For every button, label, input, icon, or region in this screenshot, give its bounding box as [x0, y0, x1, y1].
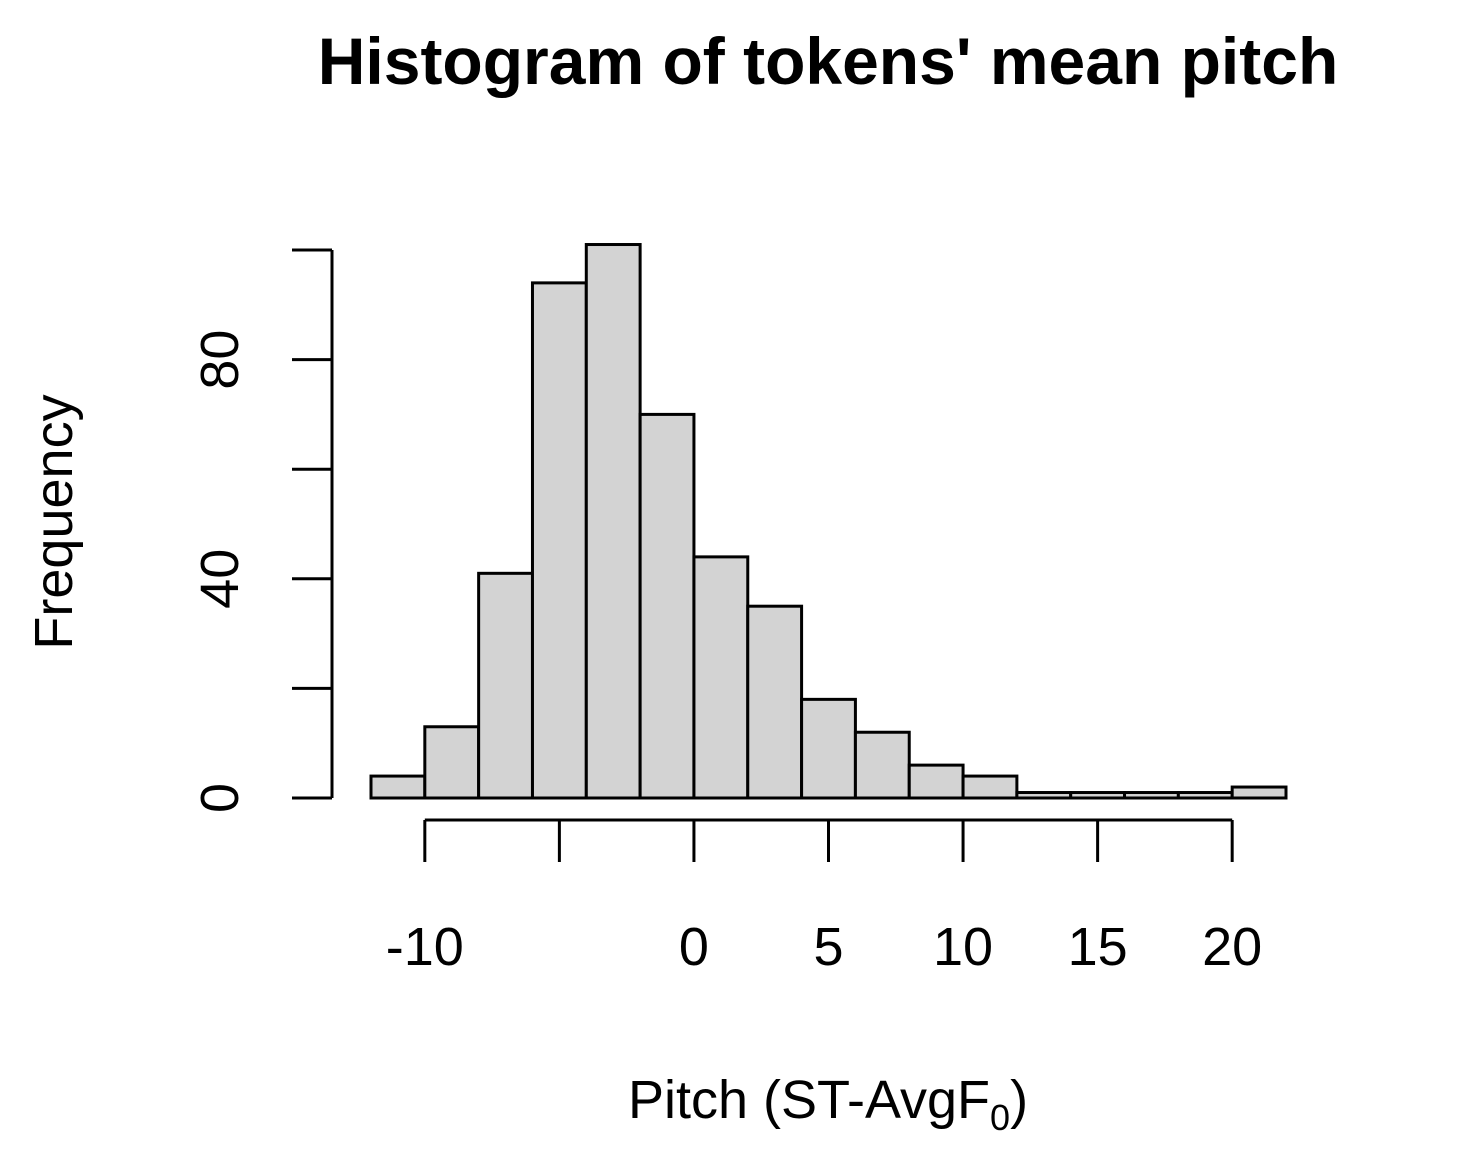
histogram-bar	[638, 412, 696, 800]
histogram-bar	[584, 243, 642, 800]
histogram-bar	[800, 697, 857, 800]
histogram-bar	[907, 763, 965, 800]
histogram-bar	[1123, 791, 1180, 800]
histogram-bar	[1015, 791, 1073, 800]
histogram-bar	[530, 281, 588, 800]
histogram-bar	[853, 730, 911, 800]
bars	[369, 243, 1288, 800]
x-tick-label: 0	[679, 917, 709, 977]
histogram-bar	[477, 571, 534, 800]
y-axis: 0 40 80	[190, 248, 334, 813]
histogram-bar	[369, 774, 427, 800]
x-tick-label: 20	[1202, 917, 1262, 977]
y-tick-label: 40	[190, 549, 250, 609]
x-axis: -10 0 5 10 15 20	[386, 818, 1262, 977]
histogram-bar	[1176, 791, 1234, 800]
x-tick-label: 15	[1068, 917, 1128, 977]
x-axis-label-close: )	[1010, 1070, 1028, 1130]
x-axis-label-subscript: 0	[990, 1097, 1010, 1138]
x-tick-label: 10	[933, 917, 993, 977]
y-axis-label: Frequency	[24, 394, 84, 649]
x-axis-label-main: Pitch (ST-AvgF	[628, 1070, 990, 1130]
chart-title: Histogram of tokens' mean pitch	[318, 24, 1339, 98]
x-tick-label: 5	[813, 917, 843, 977]
histogram-bar	[692, 555, 750, 800]
y-tick-label: 0	[190, 783, 250, 813]
y-tick-label: 80	[190, 330, 250, 390]
histogram-bar	[746, 604, 804, 800]
histogram-bar	[1230, 785, 1288, 800]
histogram-bar	[423, 725, 481, 800]
histogram-bar	[1069, 791, 1127, 800]
histogram-bar	[961, 774, 1019, 800]
x-tick-label: -10	[386, 917, 464, 977]
x-axis-label: Pitch (ST-AvgF0)	[628, 1070, 1028, 1138]
